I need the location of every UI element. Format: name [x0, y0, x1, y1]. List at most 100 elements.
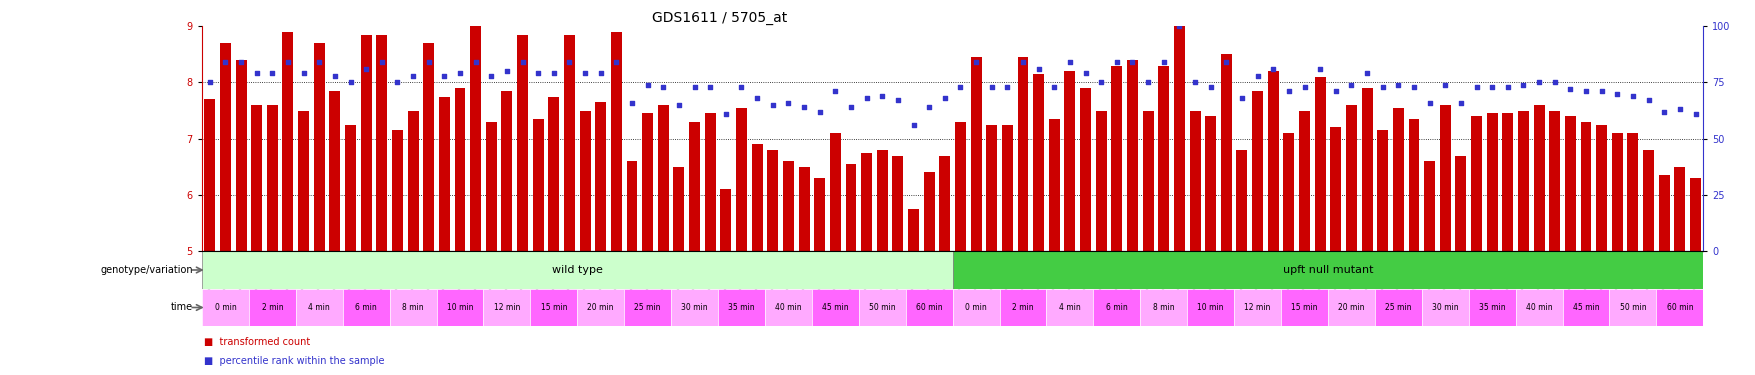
Point [1478, 84, 1506, 90]
Bar [1032, 74, 1044, 251]
Bar [360, 35, 372, 251]
Point [586, 70, 614, 76]
Point [1243, 73, 1271, 79]
Bar [1220, 54, 1230, 251]
Bar [577, 289, 623, 326]
Point [446, 70, 474, 76]
Point [774, 100, 802, 106]
Bar [1143, 111, 1153, 251]
Bar [1360, 88, 1372, 251]
Bar [735, 108, 746, 251]
Bar [1267, 71, 1278, 251]
Point [305, 59, 333, 65]
Bar [1471, 116, 1481, 251]
Bar [718, 289, 765, 326]
Point [1322, 88, 1350, 94]
Point [414, 59, 442, 65]
Point [1195, 84, 1223, 90]
Point [883, 98, 911, 104]
Text: 50 min: 50 min [869, 303, 895, 312]
Bar [437, 289, 483, 326]
Text: 30 min: 30 min [1430, 303, 1458, 312]
Point [1571, 88, 1599, 94]
Point [570, 70, 598, 76]
Bar [951, 289, 999, 326]
Bar [267, 105, 277, 251]
Point [681, 84, 709, 90]
Bar [1048, 119, 1060, 251]
Bar [955, 122, 965, 251]
Point [1134, 80, 1162, 86]
Bar [1455, 156, 1465, 251]
Bar [939, 156, 949, 251]
Bar [923, 172, 934, 251]
Point [1274, 88, 1302, 94]
Point [1337, 82, 1365, 88]
Point [226, 59, 254, 65]
Text: 30 min: 30 min [681, 303, 707, 312]
Bar [704, 113, 716, 251]
Bar [530, 289, 577, 326]
Text: 2 min: 2 min [1011, 303, 1034, 312]
Bar [1515, 289, 1562, 326]
Bar [1158, 66, 1169, 251]
Text: 50 min: 50 min [1618, 303, 1646, 312]
Bar [1374, 289, 1422, 326]
Bar [391, 130, 402, 251]
Text: 45 min: 45 min [821, 303, 848, 312]
Point [634, 82, 662, 88]
Point [1509, 82, 1537, 88]
Bar [283, 32, 293, 251]
Text: 45 min: 45 min [1572, 303, 1599, 312]
Text: 12 min: 12 min [493, 303, 519, 312]
Bar [330, 91, 340, 251]
Bar [1281, 289, 1327, 326]
Point [1353, 70, 1381, 76]
Bar [1376, 130, 1388, 251]
Point [962, 59, 990, 65]
Point [758, 102, 786, 108]
Bar [1609, 289, 1655, 326]
Bar [1330, 128, 1341, 251]
Text: 60 min: 60 min [916, 303, 942, 312]
Bar [219, 43, 230, 251]
Bar [765, 289, 811, 326]
Bar [1188, 111, 1200, 251]
Text: 0 min: 0 min [214, 303, 237, 312]
Point [290, 70, 318, 76]
Text: 60 min: 60 min [1665, 303, 1692, 312]
Point [274, 59, 302, 65]
Bar [1580, 122, 1590, 251]
Bar [407, 111, 418, 251]
Text: 10 min: 10 min [446, 303, 472, 312]
Bar [516, 35, 528, 251]
Point [1009, 59, 1037, 65]
Point [1023, 66, 1051, 72]
Bar [892, 156, 902, 251]
Point [1055, 59, 1083, 65]
Point [1367, 84, 1395, 90]
Text: 2 min: 2 min [261, 303, 283, 312]
Bar [1314, 77, 1325, 251]
Text: upft null mutant: upft null mutant [1281, 265, 1372, 275]
Text: 4 min: 4 min [1058, 303, 1079, 312]
Text: ■  percentile rank within the sample: ■ percentile rank within the sample [204, 356, 384, 366]
Bar [1234, 289, 1281, 326]
Bar [811, 289, 858, 326]
Point [1181, 80, 1209, 86]
Bar [814, 178, 825, 251]
Text: ■  transformed count: ■ transformed count [204, 338, 311, 348]
Text: GDS1611 / 5705_at: GDS1611 / 5705_at [651, 11, 788, 25]
Point [993, 84, 1021, 90]
Bar [999, 289, 1046, 326]
Bar [1204, 116, 1216, 251]
Bar [1611, 133, 1622, 251]
Point [477, 73, 505, 79]
Bar [858, 289, 906, 326]
Text: 4 min: 4 min [309, 303, 330, 312]
Bar [1139, 289, 1186, 326]
Bar [249, 289, 295, 326]
Bar [1655, 289, 1702, 326]
Bar [1344, 105, 1357, 251]
Point [1555, 86, 1583, 92]
